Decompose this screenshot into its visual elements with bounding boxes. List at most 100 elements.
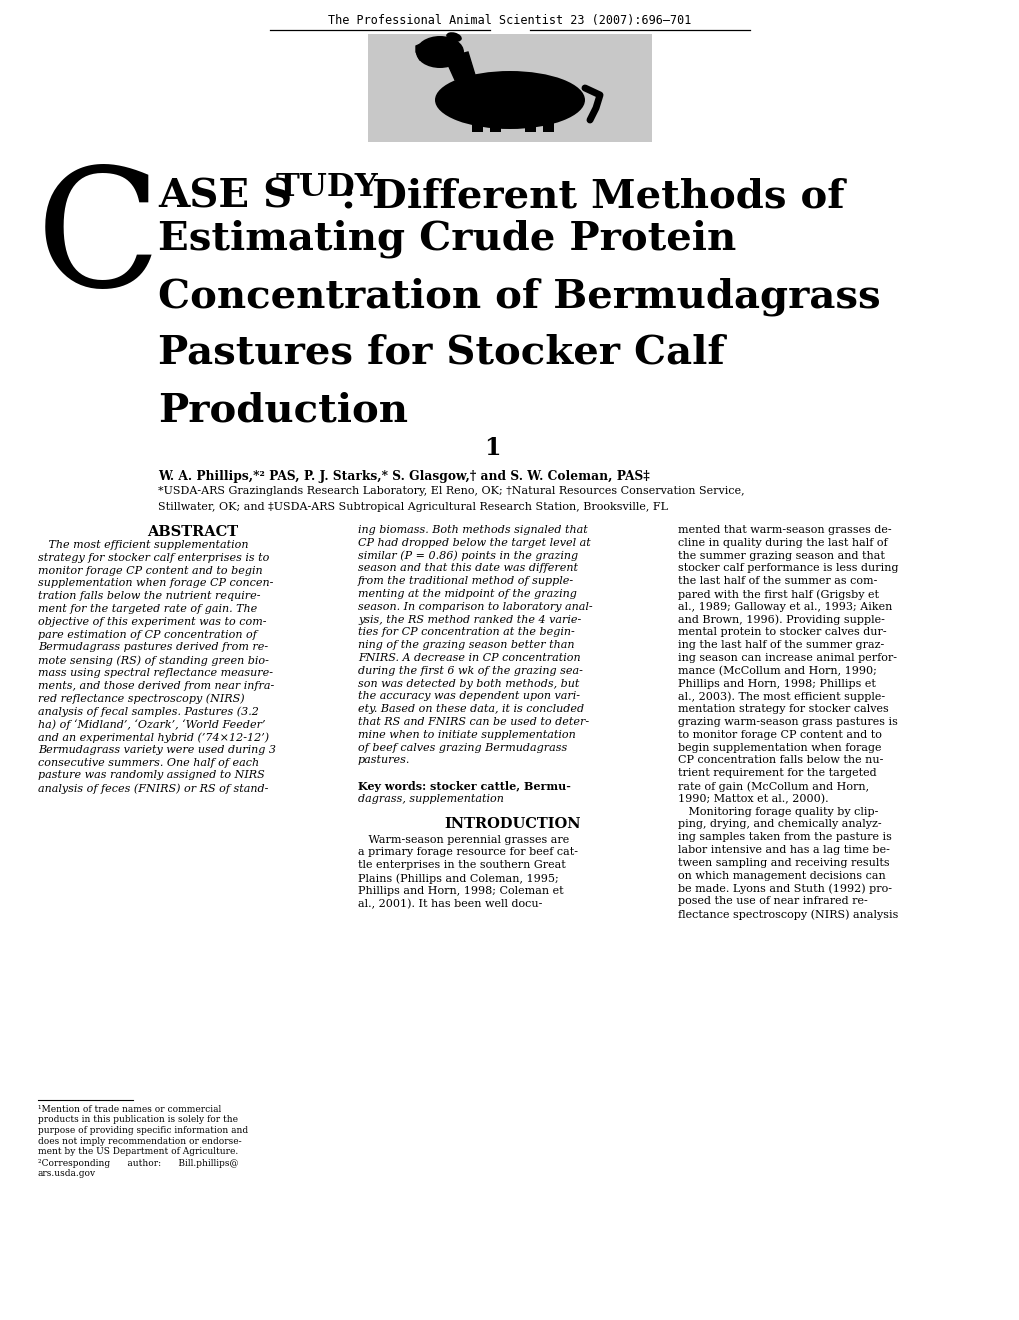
Text: red reflectance spectroscopy (NIRS): red reflectance spectroscopy (NIRS): [38, 693, 245, 704]
Polygon shape: [416, 42, 439, 59]
Text: monitor forage CP content and to begin: monitor forage CP content and to begin: [38, 565, 262, 576]
Text: Bermudagrass variety were used during 3: Bermudagrass variety were used during 3: [38, 744, 276, 755]
Text: Production: Production: [158, 391, 408, 429]
Text: ¹Mention of trade names or commercial: ¹Mention of trade names or commercial: [38, 1105, 221, 1114]
Text: pared with the first half (Grigsby et: pared with the first half (Grigsby et: [678, 589, 878, 599]
Text: mass using spectral reflectance measure-: mass using spectral reflectance measure-: [38, 668, 273, 678]
Text: ety. Based on these data, it is concluded: ety. Based on these data, it is conclude…: [358, 704, 584, 714]
Text: labor intensive and has a lag time be-: labor intensive and has a lag time be-: [678, 845, 889, 855]
Bar: [368, 34, 651, 143]
Bar: [489, 99, 500, 132]
Text: Warm-season perennial grasses are: Warm-season perennial grasses are: [358, 834, 569, 845]
Text: Plains (Phillips and Coleman, 1995;: Plains (Phillips and Coleman, 1995;: [358, 873, 558, 883]
Text: posed the use of near infrared re-: posed the use of near infrared re-: [678, 896, 867, 907]
Text: ing season can increase animal perfor-: ing season can increase animal perfor-: [678, 653, 896, 663]
Text: ping, drying, and chemically analyz-: ping, drying, and chemically analyz-: [678, 820, 880, 829]
Text: season and that this date was different: season and that this date was different: [358, 564, 578, 573]
Text: Stillwater, OK; and ‡USDA-ARS Subtropical Agricultural Research Station, Brooksv: Stillwater, OK; and ‡USDA-ARS Subtropica…: [158, 502, 667, 512]
Text: pasture was randomly assigned to NIRS: pasture was randomly assigned to NIRS: [38, 771, 265, 780]
Text: Key words: stocker cattle, Bermu-: Key words: stocker cattle, Bermu-: [358, 781, 571, 792]
Text: Monitoring forage quality by clip-: Monitoring forage quality by clip-: [678, 807, 877, 817]
Text: the accuracy was dependent upon vari-: the accuracy was dependent upon vari-: [358, 692, 580, 701]
Text: a primary forage resource for beef cat-: a primary forage resource for beef cat-: [358, 847, 578, 858]
Text: trient requirement for the targeted: trient requirement for the targeted: [678, 768, 875, 779]
Text: pastures.: pastures.: [358, 755, 410, 766]
Text: ments, and those derived from near infra-: ments, and those derived from near infra…: [38, 681, 274, 690]
Text: W. A. Phillips,*² PAS, P. J. Starks,* S. Glasgow,† and S. W. Coleman, PAS‡: W. A. Phillips,*² PAS, P. J. Starks,* S.…: [158, 470, 649, 483]
Text: 1990; Mattox et al., 2000).: 1990; Mattox et al., 2000).: [678, 793, 827, 804]
Text: products in this publication is solely for the: products in this publication is solely f…: [38, 1115, 237, 1125]
Text: ABSTRACT: ABSTRACT: [148, 525, 238, 539]
Text: mented that warm-season grasses de-: mented that warm-season grasses de-: [678, 525, 891, 535]
Text: ing biomass. Both methods signaled that: ing biomass. Both methods signaled that: [358, 525, 587, 535]
Text: The most efficient supplementation: The most efficient supplementation: [38, 540, 249, 550]
Ellipse shape: [416, 36, 464, 69]
Text: be made. Lyons and Stuth (1992) pro-: be made. Lyons and Stuth (1992) pro-: [678, 883, 892, 894]
Text: ²Corresponding      author:      Bill.phillips@: ²Corresponding author: Bill.phillips@: [38, 1159, 238, 1167]
Text: Different Methods of: Different Methods of: [358, 177, 844, 215]
Text: stocker calf performance is less during: stocker calf performance is less during: [678, 564, 898, 573]
Polygon shape: [444, 51, 475, 81]
Ellipse shape: [445, 32, 462, 42]
Text: CP had dropped below the target level at: CP had dropped below the target level at: [358, 537, 590, 548]
Text: tration falls below the nutrient require-: tration falls below the nutrient require…: [38, 591, 260, 601]
Text: FNIRS. A decrease in CP concentration: FNIRS. A decrease in CP concentration: [358, 653, 580, 663]
Text: the last half of the summer as com-: the last half of the summer as com-: [678, 577, 876, 586]
Bar: [472, 99, 483, 132]
Text: from the traditional method of supple-: from the traditional method of supple-: [358, 577, 574, 586]
Text: ars.usda.gov: ars.usda.gov: [38, 1170, 96, 1179]
Text: ha) of ‘Midland’, ‘Ozark’, ‘World Feeder’: ha) of ‘Midland’, ‘Ozark’, ‘World Feeder…: [38, 719, 265, 730]
Text: INTRODUCTION: INTRODUCTION: [444, 817, 581, 830]
Text: ASE S: ASE S: [158, 177, 291, 215]
Text: menting at the midpoint of the grazing: menting at the midpoint of the grazing: [358, 589, 577, 599]
Text: dagrass, supplementation: dagrass, supplementation: [358, 793, 503, 804]
Text: mentation strategy for stocker calves: mentation strategy for stocker calves: [678, 704, 888, 714]
Text: C: C: [36, 162, 161, 321]
Text: strategy for stocker calf enterprises is to: strategy for stocker calf enterprises is…: [38, 553, 269, 562]
Text: son was detected by both methods, but: son was detected by both methods, but: [358, 678, 579, 689]
Text: objective of this experiment was to com-: objective of this experiment was to com-: [38, 616, 266, 627]
Bar: [525, 99, 535, 132]
Text: that RS and FNIRS can be used to deter-: that RS and FNIRS can be used to deter-: [358, 717, 589, 727]
Text: supplementation when forage CP concen-: supplementation when forage CP concen-: [38, 578, 273, 589]
Text: tween sampling and receiving results: tween sampling and receiving results: [678, 858, 889, 867]
Text: flectance spectroscopy (NIRS) analysis: flectance spectroscopy (NIRS) analysis: [678, 909, 898, 920]
Text: purpose of providing specific information and: purpose of providing specific informatio…: [38, 1126, 248, 1135]
Text: al., 1989; Galloway et al., 1993; Aiken: al., 1989; Galloway et al., 1993; Aiken: [678, 602, 892, 611]
Text: Concentration of Bermudagrass: Concentration of Bermudagrass: [158, 277, 879, 315]
Text: rate of gain (McCollum and Horn,: rate of gain (McCollum and Horn,: [678, 781, 868, 792]
Text: cline in quality during the last half of: cline in quality during the last half of: [678, 537, 887, 548]
Text: ysis, the RS method ranked the 4 varie-: ysis, the RS method ranked the 4 varie-: [358, 615, 581, 624]
Text: 1: 1: [484, 436, 500, 459]
Text: and an experimental hybrid (’74×12-12’): and an experimental hybrid (’74×12-12’): [38, 733, 269, 743]
Text: does not imply recommendation or endorse-: does not imply recommendation or endorse…: [38, 1137, 242, 1146]
Text: to monitor forage CP content and to: to monitor forage CP content and to: [678, 730, 881, 739]
Text: mental protein to stocker calves dur-: mental protein to stocker calves dur-: [678, 627, 886, 638]
Text: season. In comparison to laboratory anal-: season. In comparison to laboratory anal…: [358, 602, 592, 611]
Text: ing samples taken from the pasture is: ing samples taken from the pasture is: [678, 832, 891, 842]
Text: ment by the US Department of Agriculture.: ment by the US Department of Agriculture…: [38, 1147, 238, 1156]
Text: ment for the targeted rate of gain. The: ment for the targeted rate of gain. The: [38, 605, 257, 614]
Text: Phillips and Horn, 1998; Coleman et: Phillips and Horn, 1998; Coleman et: [358, 886, 564, 896]
Text: pare estimation of CP concentration of: pare estimation of CP concentration of: [38, 630, 257, 640]
Text: Phillips and Horn, 1998; Phillips et: Phillips and Horn, 1998; Phillips et: [678, 678, 875, 689]
Text: similar (P = 0.86) points in the grazing: similar (P = 0.86) points in the grazing: [358, 550, 578, 561]
Text: tle enterprises in the southern Great: tle enterprises in the southern Great: [358, 861, 566, 870]
Bar: [542, 99, 553, 132]
Text: al., 2003). The most efficient supple-: al., 2003). The most efficient supple-: [678, 692, 884, 702]
Text: Estimating Crude Protein: Estimating Crude Protein: [158, 220, 736, 259]
Text: during the first 6 wk of the grazing sea-: during the first 6 wk of the grazing sea…: [358, 665, 582, 676]
Text: Pastures for Stocker Calf: Pastures for Stocker Calf: [158, 334, 725, 372]
Text: ties for CP concentration at the begin-: ties for CP concentration at the begin-: [358, 627, 574, 638]
Text: and Brown, 1996). Providing supple-: and Brown, 1996). Providing supple-: [678, 615, 884, 626]
Text: CP concentration falls below the nu-: CP concentration falls below the nu-: [678, 755, 882, 766]
Text: analysis of fecal samples. Pastures (3.2: analysis of fecal samples. Pastures (3.2: [38, 706, 259, 717]
Text: of beef calves grazing Bermudagrass: of beef calves grazing Bermudagrass: [358, 743, 567, 752]
Text: Bermudagrass pastures derived from re-: Bermudagrass pastures derived from re-: [38, 643, 268, 652]
Text: :: :: [339, 177, 355, 215]
Text: grazing warm-season grass pastures is: grazing warm-season grass pastures is: [678, 717, 897, 727]
Text: consecutive summers. One half of each: consecutive summers. One half of each: [38, 758, 259, 768]
Text: begin supplementation when forage: begin supplementation when forage: [678, 743, 880, 752]
Text: *USDA-ARS Grazinglands Research Laboratory, El Reno, OK; †Natural Resources Cons: *USDA-ARS Grazinglands Research Laborato…: [158, 486, 744, 496]
Text: ing the last half of the summer graz-: ing the last half of the summer graz-: [678, 640, 883, 651]
